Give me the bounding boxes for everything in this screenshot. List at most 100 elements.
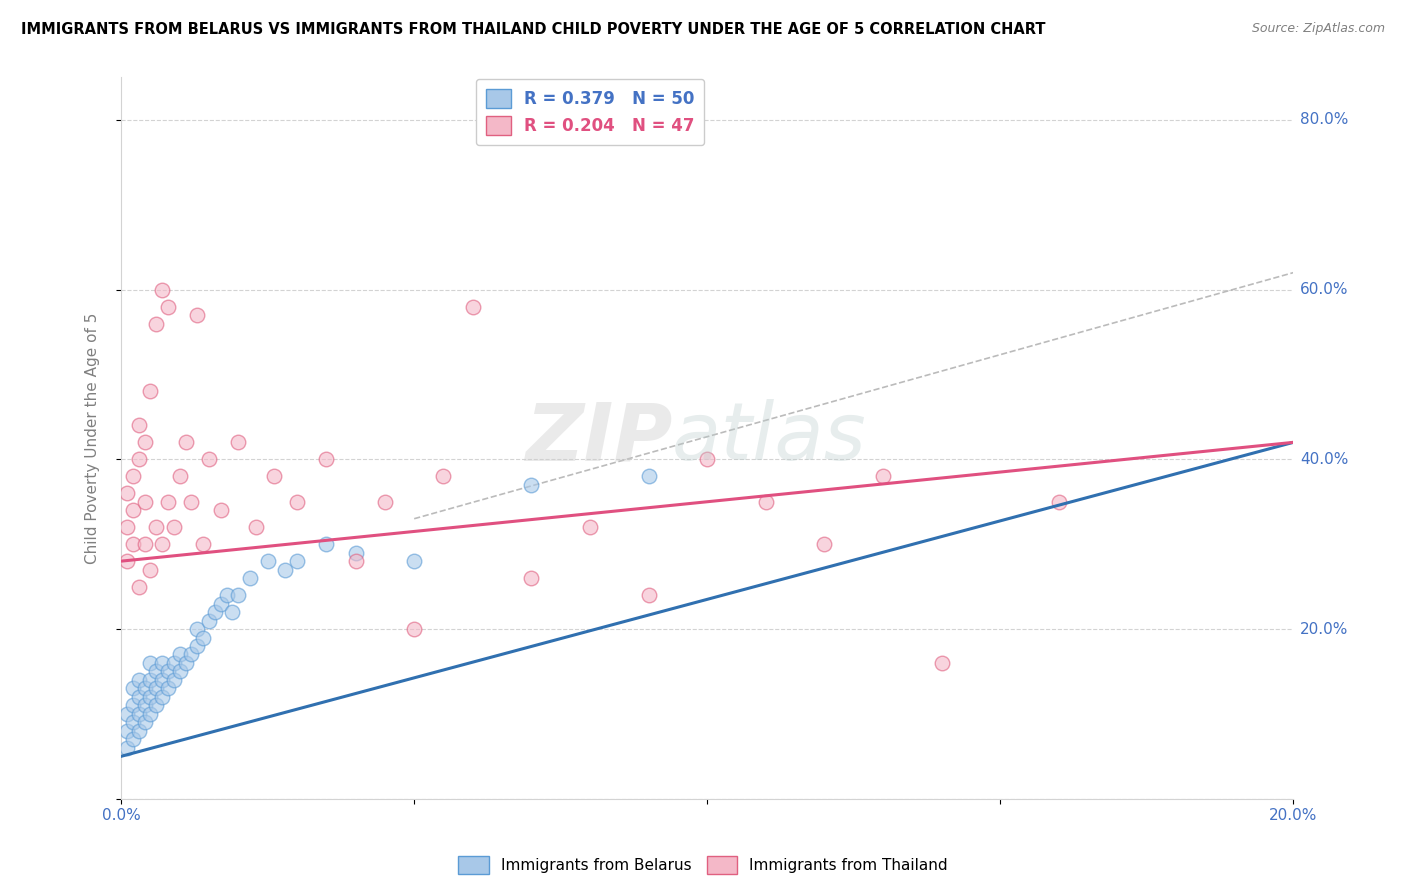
Point [121, 715, 143, 730]
Point [157, 300, 180, 314]
Point [193, 631, 215, 645]
Point [872, 469, 894, 483]
Point [128, 673, 150, 687]
Point [139, 384, 162, 399]
Text: IMMIGRANTS FROM BELARUS VS IMMIGRANTS FROM THAILAND CHILD POVERTY UNDER THE AGE : IMMIGRANTS FROM BELARUS VS IMMIGRANTS FR… [21, 22, 1046, 37]
Point [121, 732, 143, 747]
Point [150, 656, 173, 670]
Point [209, 503, 232, 517]
Point [180, 494, 202, 508]
Point [204, 605, 226, 619]
Point [228, 588, 250, 602]
Point [163, 520, 186, 534]
Point [520, 571, 543, 585]
Point [432, 469, 454, 483]
Point [121, 469, 143, 483]
Point [139, 706, 162, 721]
Point [134, 537, 156, 551]
Point [150, 690, 173, 704]
Point [221, 605, 243, 619]
Point [285, 554, 308, 568]
Point [813, 537, 835, 551]
Point [228, 435, 250, 450]
Point [209, 597, 232, 611]
Point [404, 622, 426, 636]
Legend: Immigrants from Belarus, Immigrants from Thailand: Immigrants from Belarus, Immigrants from… [451, 850, 955, 880]
Point [128, 418, 150, 433]
Text: 40.0%: 40.0% [1301, 452, 1348, 467]
Point [461, 300, 484, 314]
Text: 80.0%: 80.0% [1301, 112, 1348, 128]
Point [128, 723, 150, 738]
Point [115, 520, 138, 534]
Point [239, 571, 262, 585]
Point [115, 554, 138, 568]
Text: 60.0%: 60.0% [1301, 282, 1348, 297]
Point [157, 665, 180, 679]
Point [115, 486, 138, 500]
Point [115, 740, 138, 755]
Point [344, 546, 367, 560]
Text: ZIP: ZIP [524, 399, 672, 477]
Point [134, 715, 156, 730]
Point [169, 665, 191, 679]
Point [145, 317, 167, 331]
Point [1047, 494, 1070, 508]
Point [637, 588, 659, 602]
Point [128, 452, 150, 467]
Point [134, 494, 156, 508]
Point [145, 681, 167, 696]
Point [134, 435, 156, 450]
Y-axis label: Child Poverty Under the Age of 5: Child Poverty Under the Age of 5 [86, 312, 100, 564]
Point [198, 452, 221, 467]
Point [245, 520, 267, 534]
Point [139, 673, 162, 687]
Point [157, 681, 180, 696]
Point [315, 452, 337, 467]
Point [174, 435, 197, 450]
Text: 20.0%: 20.0% [1301, 622, 1348, 637]
Point [637, 469, 659, 483]
Point [186, 622, 208, 636]
Point [520, 477, 543, 491]
Point [174, 656, 197, 670]
Text: atlas: atlas [672, 399, 868, 477]
Point [404, 554, 426, 568]
Point [145, 520, 167, 534]
Point [121, 537, 143, 551]
Point [121, 503, 143, 517]
Point [374, 494, 396, 508]
Point [274, 563, 297, 577]
Point [121, 698, 143, 713]
Point [115, 706, 138, 721]
Point [186, 308, 208, 322]
Point [256, 554, 278, 568]
Point [145, 698, 167, 713]
Point [163, 673, 186, 687]
Point [931, 656, 953, 670]
Point [215, 588, 238, 602]
Point [139, 656, 162, 670]
Point [128, 580, 150, 594]
Point [128, 690, 150, 704]
Point [180, 648, 202, 662]
Point [285, 494, 308, 508]
Point [145, 665, 167, 679]
Point [344, 554, 367, 568]
Point [169, 469, 191, 483]
Point [169, 648, 191, 662]
Point [150, 673, 173, 687]
Point [139, 690, 162, 704]
Text: Source: ZipAtlas.com: Source: ZipAtlas.com [1251, 22, 1385, 36]
Point [193, 537, 215, 551]
Point [150, 537, 173, 551]
Point [134, 698, 156, 713]
Point [755, 494, 778, 508]
Point [157, 494, 180, 508]
Point [128, 706, 150, 721]
Point [139, 563, 162, 577]
Point [150, 283, 173, 297]
Point [315, 537, 337, 551]
Point [163, 656, 186, 670]
Point [579, 520, 602, 534]
